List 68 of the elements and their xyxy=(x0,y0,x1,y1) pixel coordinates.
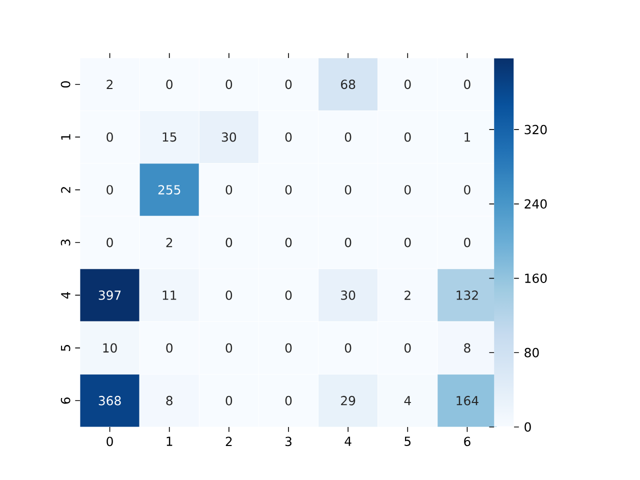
data-label: 1 xyxy=(464,132,470,142)
x-tick-label: 1 xyxy=(166,436,172,446)
data-label: 68 xyxy=(341,80,356,90)
data-label: 0 xyxy=(404,132,411,142)
data-label: 10 xyxy=(103,343,117,353)
data-label: 0 xyxy=(404,80,411,90)
data-label: 0 xyxy=(166,343,172,353)
color-bar-label: 0 xyxy=(524,422,531,432)
data-label: 0 xyxy=(464,238,470,248)
x-tick-label: 3 xyxy=(285,436,292,446)
data-label: 0 xyxy=(404,343,411,353)
data-label: 0 xyxy=(285,396,292,406)
data-label: 8 xyxy=(166,396,172,406)
data-label: 0 xyxy=(344,185,352,194)
data-label: 2 xyxy=(166,238,172,248)
data-label: 0 xyxy=(226,185,232,194)
data-label: 0 xyxy=(344,132,352,142)
x-tick-label: 6 xyxy=(464,436,470,446)
data-label: 164 xyxy=(456,396,478,406)
data-label: 0 xyxy=(226,238,232,248)
data-label: 0 xyxy=(285,132,292,142)
data-label: 0 xyxy=(285,185,292,194)
x-tick-label: 2 xyxy=(226,436,232,446)
data-label: 4 xyxy=(404,396,411,406)
y-tick-label: 3 xyxy=(60,240,70,246)
data-label: 0 xyxy=(226,343,232,353)
data-label: 0 xyxy=(285,238,292,248)
data-label: 0 xyxy=(404,185,411,194)
data-label: 0 xyxy=(464,80,470,90)
data-label: 0 xyxy=(464,185,470,194)
data-label: 0 xyxy=(344,343,352,353)
y-tick-label: 5 xyxy=(61,345,70,351)
data-label: 0 xyxy=(226,396,232,406)
data-label: 0 xyxy=(285,343,292,353)
data-label: 368 xyxy=(98,396,121,406)
data-label: 0 xyxy=(226,80,232,90)
data-label: 30 xyxy=(222,132,236,142)
data-label: 8 xyxy=(464,343,470,353)
y-tick-label: 4 xyxy=(61,292,70,299)
x-tick-label: 5 xyxy=(404,436,411,446)
y-tick-label: 6 xyxy=(60,397,70,404)
data-label: 0 xyxy=(285,80,292,90)
data-label: 0 xyxy=(285,290,292,300)
y-tick-label: 1 xyxy=(61,134,70,140)
y-tick-label: 2 xyxy=(61,187,70,193)
data-label: 30 xyxy=(341,290,356,300)
data-label: 0 xyxy=(226,290,232,300)
color-bar-label: 240 xyxy=(524,199,547,209)
data-label: 132 xyxy=(456,290,478,300)
data-label: 0 xyxy=(344,238,352,248)
data-label: 15 xyxy=(162,132,176,142)
data-label: 2 xyxy=(106,80,113,89)
x-tick-label: 0 xyxy=(106,436,113,446)
data-label: 255 xyxy=(158,185,180,194)
color-bar-label: 320 xyxy=(524,124,547,134)
data-label: 29 xyxy=(341,396,356,406)
data-label: 2 xyxy=(404,290,410,300)
color-bar-label: 80 xyxy=(524,348,539,358)
data-label: 11 xyxy=(162,290,176,300)
data-label: 0 xyxy=(106,132,113,142)
x-tick-label: 4 xyxy=(344,436,352,446)
color-bar-label: 160 xyxy=(525,274,547,283)
data-label: 0 xyxy=(106,185,113,194)
data-label: 0 xyxy=(404,238,411,248)
data-label: 0 xyxy=(166,80,172,90)
data-label: 397 xyxy=(98,290,121,300)
data-label: 0 xyxy=(106,238,113,248)
y-tick-label: 0 xyxy=(60,81,70,88)
